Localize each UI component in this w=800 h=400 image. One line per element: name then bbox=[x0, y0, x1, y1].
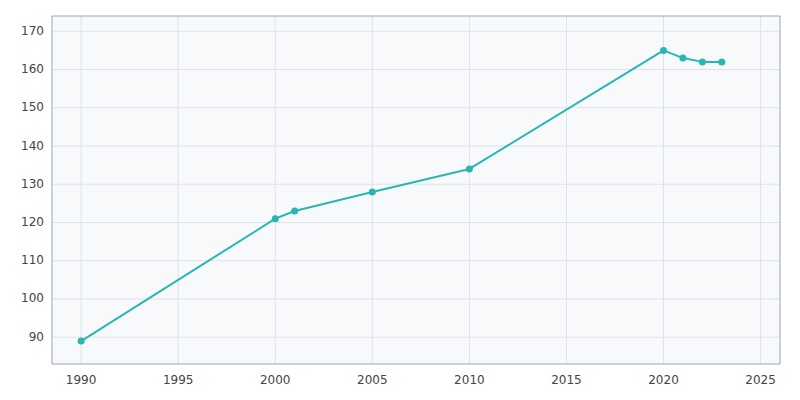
chart-container: 90 100 110 120 130 140 150 160 170 1990 1995 2000 20… bbox=[0, 0, 800, 400]
point bbox=[78, 338, 85, 345]
y-grid-line bbox=[52, 146, 780, 147]
grid bbox=[52, 16, 780, 364]
y-grid-line bbox=[52, 107, 780, 108]
x-tick-label: 2025 bbox=[745, 373, 776, 387]
plot-frame bbox=[52, 16, 780, 364]
y-grid-line bbox=[52, 298, 780, 299]
y-grid-line bbox=[52, 222, 780, 223]
x-tick-label: 1995 bbox=[163, 373, 194, 387]
y-grid-line bbox=[52, 184, 780, 185]
y-tick-label: 90 bbox=[29, 330, 44, 344]
x-grid-line bbox=[178, 16, 179, 364]
point bbox=[699, 58, 706, 65]
y-grid-line bbox=[52, 69, 780, 70]
point bbox=[291, 208, 298, 215]
point bbox=[369, 188, 376, 195]
y-tick-label: 110 bbox=[21, 253, 44, 267]
y-tick-label: 130 bbox=[21, 177, 44, 191]
point bbox=[718, 58, 725, 65]
line bbox=[81, 50, 722, 341]
x-tick-label: 2000 bbox=[260, 373, 291, 387]
y-tick-label: 160 bbox=[21, 62, 44, 76]
x-grid-line bbox=[81, 16, 82, 364]
y-tick-label: 150 bbox=[21, 100, 44, 114]
x-grid-line bbox=[663, 16, 664, 364]
x-grid-line bbox=[760, 16, 761, 364]
plot-background bbox=[52, 16, 780, 364]
point bbox=[660, 47, 667, 54]
y-grid-line bbox=[52, 31, 780, 32]
y-grid-line bbox=[52, 337, 780, 338]
x-grid-line bbox=[275, 16, 276, 364]
x-tick-label: 2015 bbox=[551, 373, 582, 387]
x-tick-label: 2005 bbox=[357, 373, 388, 387]
y-tick-label: 140 bbox=[21, 139, 44, 153]
data-layer bbox=[78, 47, 726, 345]
point bbox=[679, 55, 686, 62]
y-tick-label: 170 bbox=[21, 24, 44, 38]
x-grid-line bbox=[469, 16, 470, 364]
x-grid-line bbox=[566, 16, 567, 364]
point bbox=[272, 215, 279, 222]
x-tick-label: 2010 bbox=[454, 373, 485, 387]
y-grid-line bbox=[52, 260, 780, 261]
axes: 90 100 110 120 130 140 150 160 170 1990 1995 2000 20… bbox=[21, 24, 776, 387]
y-tick-label: 120 bbox=[21, 215, 44, 229]
chart-svg: 90 100 110 120 130 140 150 160 170 1990 1995 2000 20… bbox=[0, 0, 800, 400]
point bbox=[466, 165, 473, 172]
x-tick-label: 1990 bbox=[66, 373, 97, 387]
x-tick-label: 2020 bbox=[648, 373, 679, 387]
y-tick-label: 100 bbox=[21, 291, 44, 305]
